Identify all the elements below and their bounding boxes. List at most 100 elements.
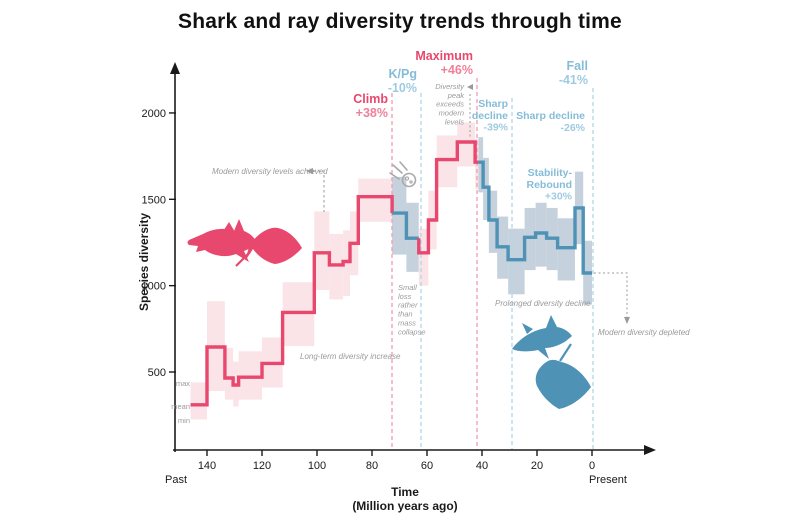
event-label-kpg-extinction: -10% (388, 81, 417, 95)
ray-icon-pink (245, 227, 302, 264)
note-diversity-peak-exceeds-modern: peak (447, 91, 466, 100)
confidence-band-pink (238, 351, 262, 400)
note-arrow-modern-depleted (624, 317, 630, 324)
shark-icon-blue (512, 315, 572, 359)
event-label-fall: -41% (559, 73, 588, 87)
y-axis-title: Species diversity (137, 213, 151, 311)
confidence-band-pink (224, 347, 234, 400)
animal-silhouettes (187, 219, 591, 409)
note-small-loss-not-collapse: collapse (398, 327, 426, 336)
note-diversity-peak-exceeds-modern: levels (445, 117, 464, 126)
event-label-maximum: +46% (441, 63, 473, 77)
event-label-stability-rebound: +30% (545, 191, 573, 203)
event-label-sharp-decline-1: Sharp (478, 98, 508, 110)
step-line-diversity-pink-recovery (417, 140, 479, 255)
x-tick-label: 60 (421, 460, 433, 472)
ray-tail-pink (235, 251, 251, 267)
axes: 500 1000 1500 2000 140 120 100 80 60 40 20 0 Past Pre… (137, 62, 656, 513)
x-tick-label: 120 (253, 460, 271, 472)
y-tick-label: 500 (148, 367, 166, 379)
hammerhead-shark-icon (187, 219, 256, 262)
confidence-band-blue (483, 157, 489, 221)
y-axis-arrow (170, 62, 180, 74)
note-small-loss-not-collapse: rather (398, 301, 418, 310)
band-stat-label-max: max (176, 379, 190, 388)
confidence-band-pink (457, 122, 476, 167)
event-label-sharp-decline-1: decline (472, 110, 508, 122)
y-tick-label: 1500 (142, 194, 166, 206)
band-stat-label-mean: mean (171, 402, 190, 411)
step-line-diversity-blue-decline (478, 160, 592, 275)
confidence-band-pink (329, 233, 344, 300)
note-long-term-increase: Long-term diversity increase (300, 352, 401, 361)
note-small-loss-not-collapse: than (398, 310, 413, 319)
confidence-band-blue (478, 137, 484, 193)
x-axis-title-units: (Million years ago) (352, 499, 457, 513)
confidence-band-pink (436, 135, 458, 188)
event-label-climb: +38% (356, 106, 388, 120)
event-label-sharp-decline-1: -39% (483, 122, 508, 134)
event-label-sharp-decline-2: Sharp decline (516, 110, 585, 122)
note-modern-depleted: Modern diversity depleted (598, 328, 690, 337)
x-axis-present-label: Present (589, 474, 627, 486)
diversity-step-lines (190, 140, 592, 407)
note-arrow-modern-levels (306, 168, 313, 174)
confidence-band-pink (418, 228, 429, 286)
x-axis-arrow (644, 445, 656, 455)
x-tick-label: 0 (589, 460, 595, 472)
x-tick-label: 40 (476, 460, 488, 472)
band-stat-labels: max mean min (171, 379, 190, 425)
y-tick-label: 2000 (142, 108, 166, 120)
chart-title: Shark and ray diversity trends through t… (178, 10, 622, 33)
x-tick-label: 20 (531, 460, 543, 472)
comet-icon (389, 161, 417, 188)
note-connector-modern-levels (313, 170, 325, 212)
note-diversity-peak-exceeds-modern: Diversity (435, 82, 465, 91)
ray-icon-blue (535, 359, 591, 409)
confidence-band-pink (282, 282, 315, 347)
event-lines (391, 78, 594, 450)
event-label-climb: Climb (353, 92, 388, 106)
hammerhead-shark-dorsal-fin (222, 222, 235, 233)
confidence-band-pink (358, 178, 393, 222)
event-label-maximum: Maximum (415, 49, 473, 63)
note-diversity-peak-exceeds-modern: exceeds (436, 100, 464, 109)
note-modern-levels-achieved: Modern diversity levels achieved (212, 167, 328, 176)
event-label-sharp-decline-2: -26% (560, 122, 585, 134)
comet-crater (404, 176, 410, 181)
event-label-stability-rebound: Rebound (527, 179, 573, 191)
annotation-notes: Modern diversity levels achieved Long-ter… (212, 82, 690, 361)
comet-trail (399, 161, 408, 171)
note-small-loss-not-collapse: mass (398, 318, 416, 327)
confidence-band-blue (392, 176, 407, 255)
event-label-stability-rebound: Stability- (528, 167, 573, 179)
event-label-fall: Fall (566, 59, 588, 73)
note-small-loss-not-collapse: loss (398, 292, 412, 301)
comet-trail (389, 172, 400, 180)
event-label-kpg-extinction: K/Pg (389, 67, 417, 81)
comet-trail (392, 164, 403, 174)
note-arrow-diversity-peak (467, 84, 473, 90)
comet-head (401, 172, 417, 188)
y-tick-label: 1000 (142, 281, 166, 293)
step-line-diversity-pink-early (190, 195, 394, 407)
comet-crater (409, 180, 413, 184)
confidence-band-pink (314, 211, 330, 290)
note-prolonged-decline: Prolonged diversity decline (495, 299, 591, 308)
note-connector-modern-depleted (594, 272, 628, 318)
x-tick-label: 100 (308, 460, 326, 472)
event-labels: Climb+38% K/Pg-10% Maximum+46% Sharpdecline… (353, 49, 588, 203)
step-line-diversity-blue-kpg (392, 211, 419, 240)
confidence-band-blue (508, 228, 525, 295)
x-axis-past-label: Past (165, 474, 187, 486)
confidence-band-pink (190, 382, 207, 420)
confidence-band-blue (488, 190, 498, 253)
ray-tail-blue (559, 343, 572, 362)
shark-pectoral-fin-blue (522, 323, 533, 334)
note-diversity-peak-exceeds-modern: modern (439, 109, 464, 118)
confidence-band-blue (535, 202, 547, 267)
confidence-band-blue (524, 207, 536, 271)
x-axis-title: Time (391, 485, 419, 499)
